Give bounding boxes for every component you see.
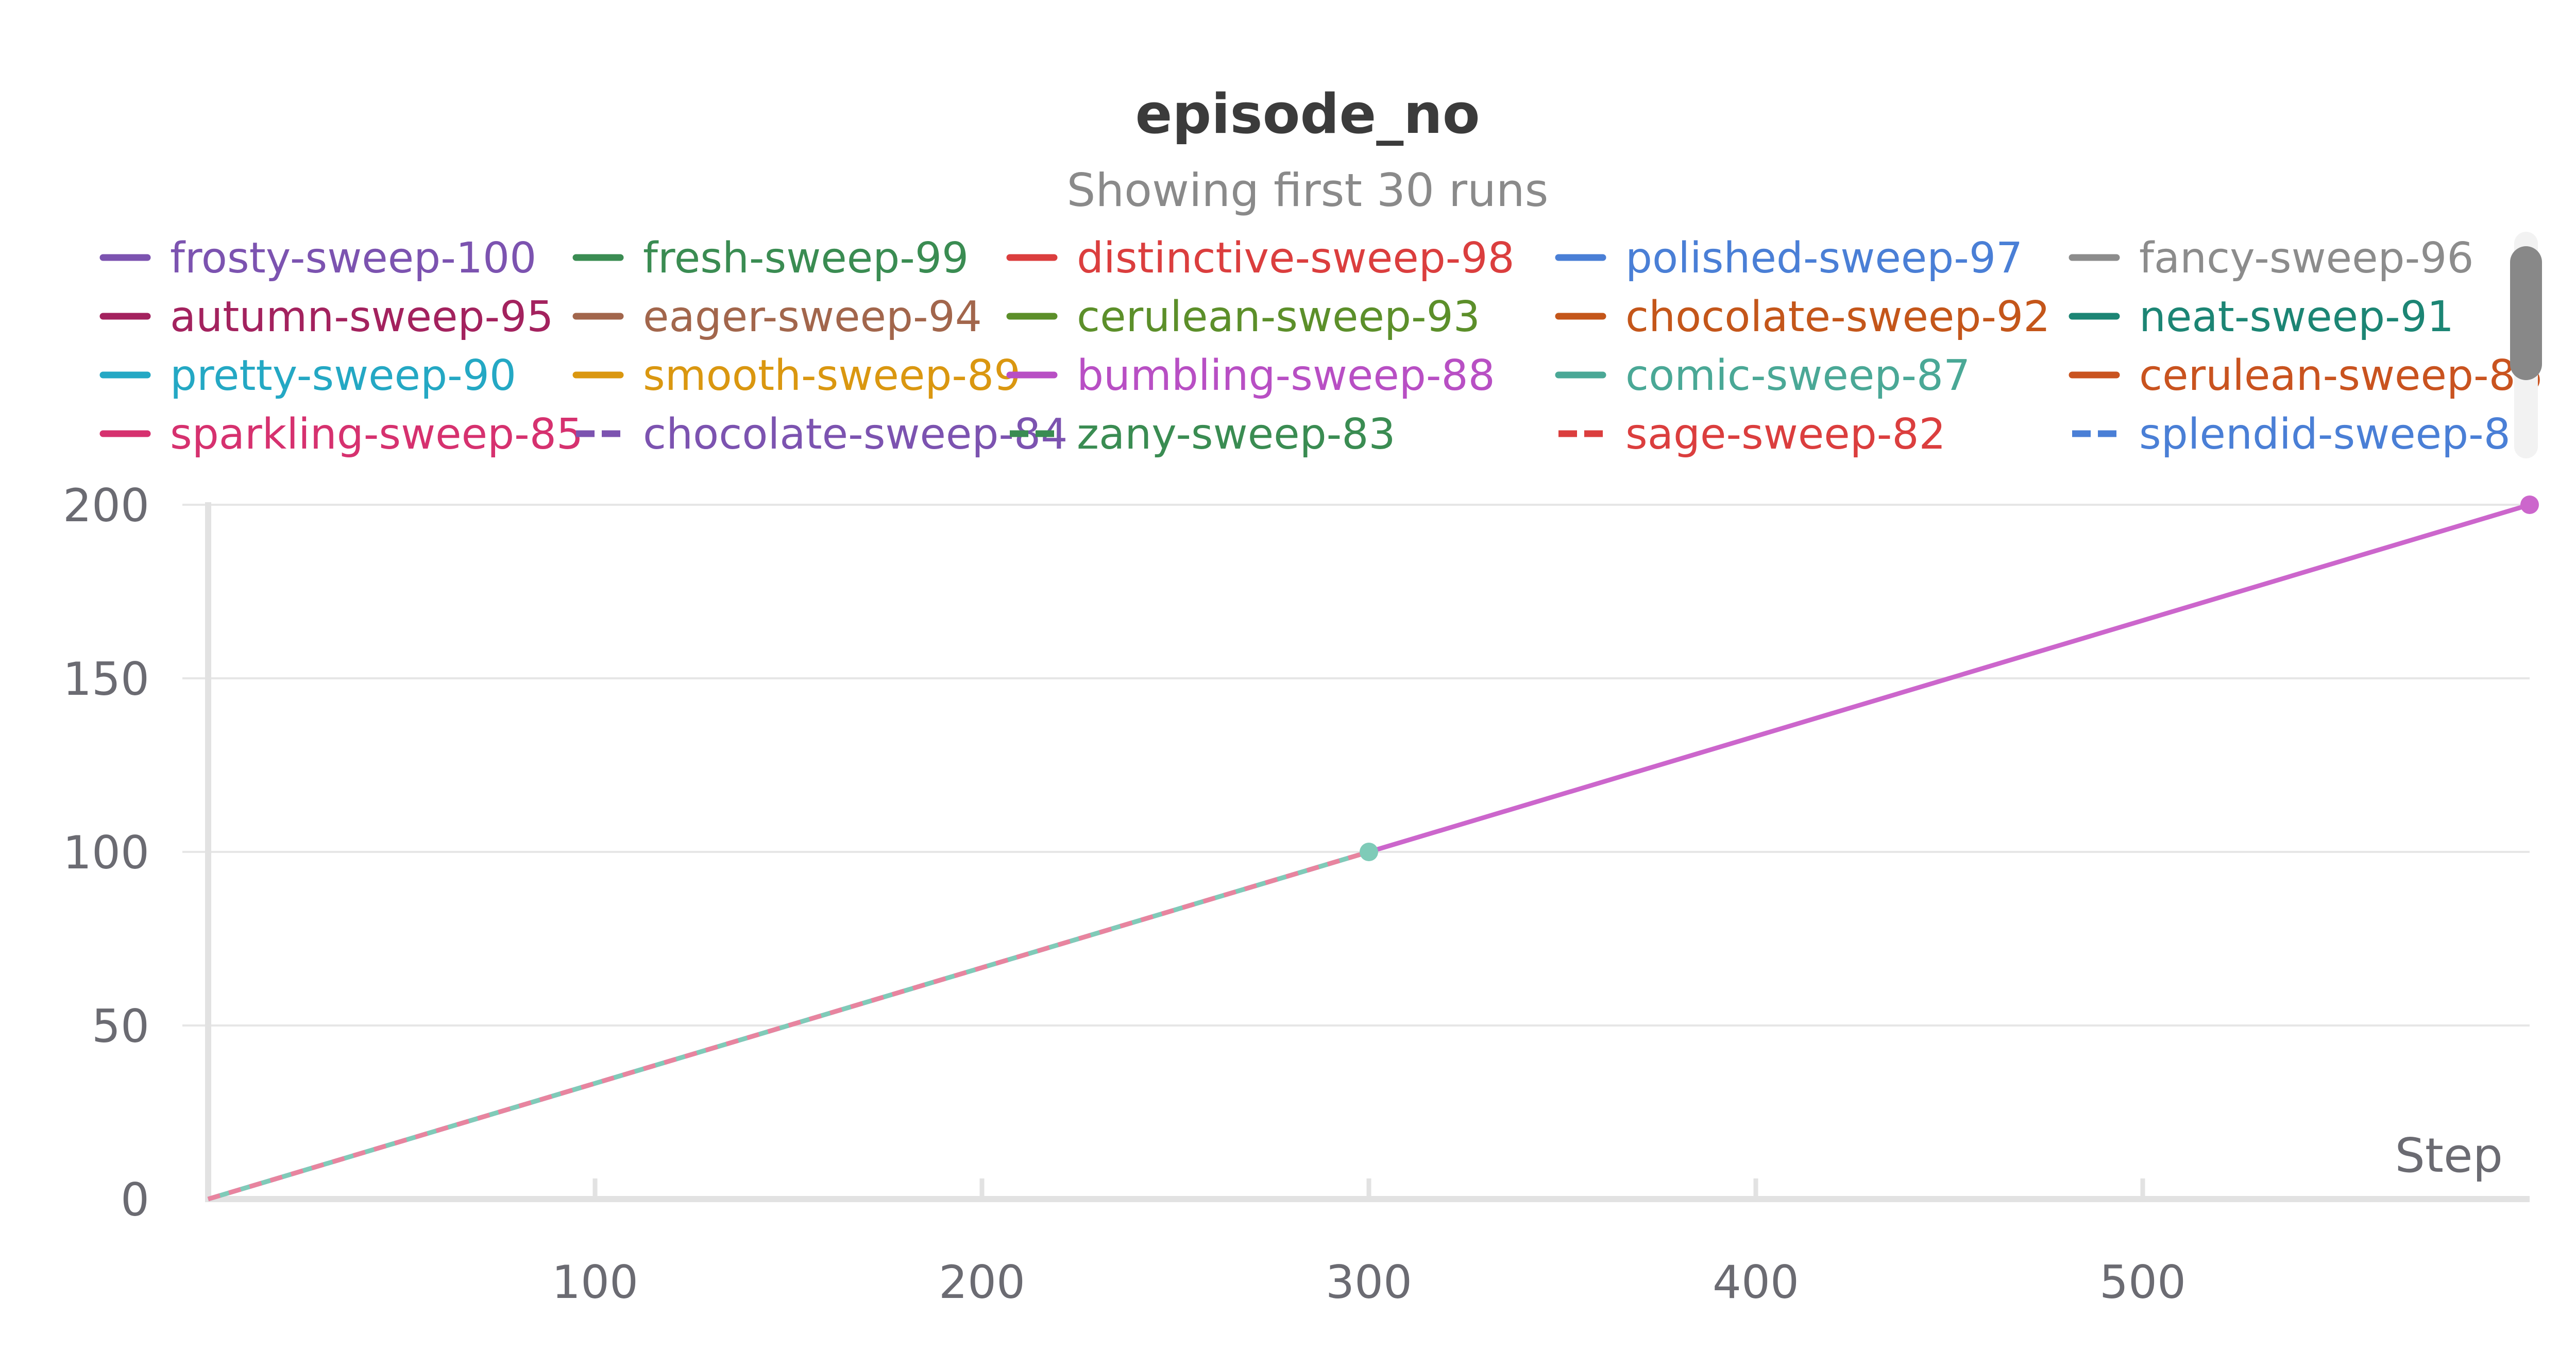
legend-item[interactable]: comic-sweep-87 bbox=[1555, 351, 1970, 400]
markers bbox=[1360, 495, 2539, 861]
legend-item[interactable]: frosty-sweep-100 bbox=[99, 234, 536, 283]
x-tick-label: 500 bbox=[2099, 1256, 2186, 1309]
legend-item[interactable]: sage-sweep-82 bbox=[1558, 410, 1946, 459]
legend-label: cerulean-sweep-93 bbox=[1077, 293, 1480, 341]
legend-label: splendid-sweep-81 bbox=[2139, 410, 2537, 459]
legend-label: neat-sweep-91 bbox=[2139, 293, 2454, 341]
legend-label: cerulean-sweep-86 bbox=[2139, 351, 2543, 400]
legend-item[interactable]: smooth-sweep-89 bbox=[572, 351, 1021, 400]
grid bbox=[182, 504, 2530, 1027]
legend-item[interactable]: fancy-sweep-96 bbox=[2069, 234, 2474, 283]
legend-item[interactable]: bumbling-sweep-88 bbox=[1006, 351, 1495, 400]
point-marker-comic-sweep-87[interactable] bbox=[1360, 843, 1378, 861]
legend-item[interactable]: pretty-sweep-90 bbox=[99, 351, 516, 400]
legend-label: zany-sweep-83 bbox=[1077, 410, 1396, 459]
legend-item[interactable]: neat-sweep-91 bbox=[2069, 293, 2454, 341]
legend-scrollbar[interactable] bbox=[2510, 232, 2542, 458]
legend-label: sparkling-sweep-85 bbox=[170, 410, 583, 459]
legend-label: pretty-sweep-90 bbox=[170, 351, 516, 400]
legend-label: autumn-sweep-95 bbox=[170, 293, 553, 341]
legend-label: chocolate-sweep-92 bbox=[1625, 293, 2050, 341]
legend-item[interactable]: fresh-sweep-99 bbox=[572, 234, 969, 283]
legend-item[interactable]: cerulean-sweep-93 bbox=[1006, 293, 1480, 341]
legend-label: distinctive-sweep-98 bbox=[1077, 234, 1515, 283]
x-tick-label: 200 bbox=[939, 1256, 1025, 1309]
legend-label: bumbling-sweep-88 bbox=[1077, 351, 1495, 400]
legend-item[interactable]: zany-sweep-83 bbox=[1010, 410, 1396, 459]
legend-item[interactable]: autumn-sweep-95 bbox=[99, 293, 553, 341]
legend-item[interactable]: eager-sweep-94 bbox=[572, 293, 982, 341]
y-tick-label: 100 bbox=[63, 826, 149, 879]
legend-item[interactable]: splendid-sweep-81 bbox=[2072, 410, 2537, 459]
x-tick-label: 400 bbox=[1713, 1256, 1799, 1309]
legend-item[interactable]: sparkling-sweep-85 bbox=[99, 410, 583, 459]
legend-label: comic-sweep-87 bbox=[1625, 351, 1970, 400]
legend-label: smooth-sweep-89 bbox=[643, 351, 1021, 400]
legend: frosty-sweep-100 fresh-sweep-99 distinctiv… bbox=[99, 234, 2543, 459]
y-tick-label: 50 bbox=[92, 1000, 149, 1053]
chart-subtitle: Showing first 30 runs bbox=[1067, 164, 1549, 217]
legend-label: frosty-sweep-100 bbox=[170, 234, 536, 283]
legend-item[interactable]: chocolate-sweep-92 bbox=[1555, 293, 2050, 341]
legend-label: polished-sweep-97 bbox=[1625, 234, 2023, 283]
legend-item[interactable]: chocolate-sweep-84 bbox=[576, 410, 1067, 459]
x-axis-title: Step bbox=[2395, 1128, 2503, 1183]
legend-item[interactable]: cerulean-sweep-86 bbox=[2069, 351, 2543, 400]
legend-label: fancy-sweep-96 bbox=[2139, 234, 2474, 283]
legend-label: fresh-sweep-99 bbox=[643, 234, 969, 283]
legend-label: chocolate-sweep-84 bbox=[643, 410, 1067, 459]
x-tick-label: 100 bbox=[552, 1256, 638, 1309]
series-line-sparkling-sweep-85 bbox=[207, 849, 1370, 1202]
y-tick-label: 150 bbox=[63, 653, 149, 706]
axes: 0 50 100 150 200 100 200 300 400 500 bbox=[63, 479, 2530, 1309]
y-tick-label: 200 bbox=[63, 479, 149, 532]
x-tick-label: 300 bbox=[1326, 1256, 1412, 1309]
legend-item[interactable]: distinctive-sweep-98 bbox=[1006, 234, 1515, 283]
legend-label: sage-sweep-82 bbox=[1625, 410, 1946, 459]
point-marker-bumbling-sweep-88[interactable] bbox=[2520, 495, 2539, 514]
legend-label: eager-sweep-94 bbox=[643, 293, 982, 341]
y-tick-label: 0 bbox=[121, 1173, 149, 1226]
chart-title: episode_no bbox=[1135, 82, 1480, 146]
legend-scrollbar-thumb[interactable] bbox=[2510, 246, 2542, 380]
legend-item[interactable]: polished-sweep-97 bbox=[1555, 234, 2023, 283]
